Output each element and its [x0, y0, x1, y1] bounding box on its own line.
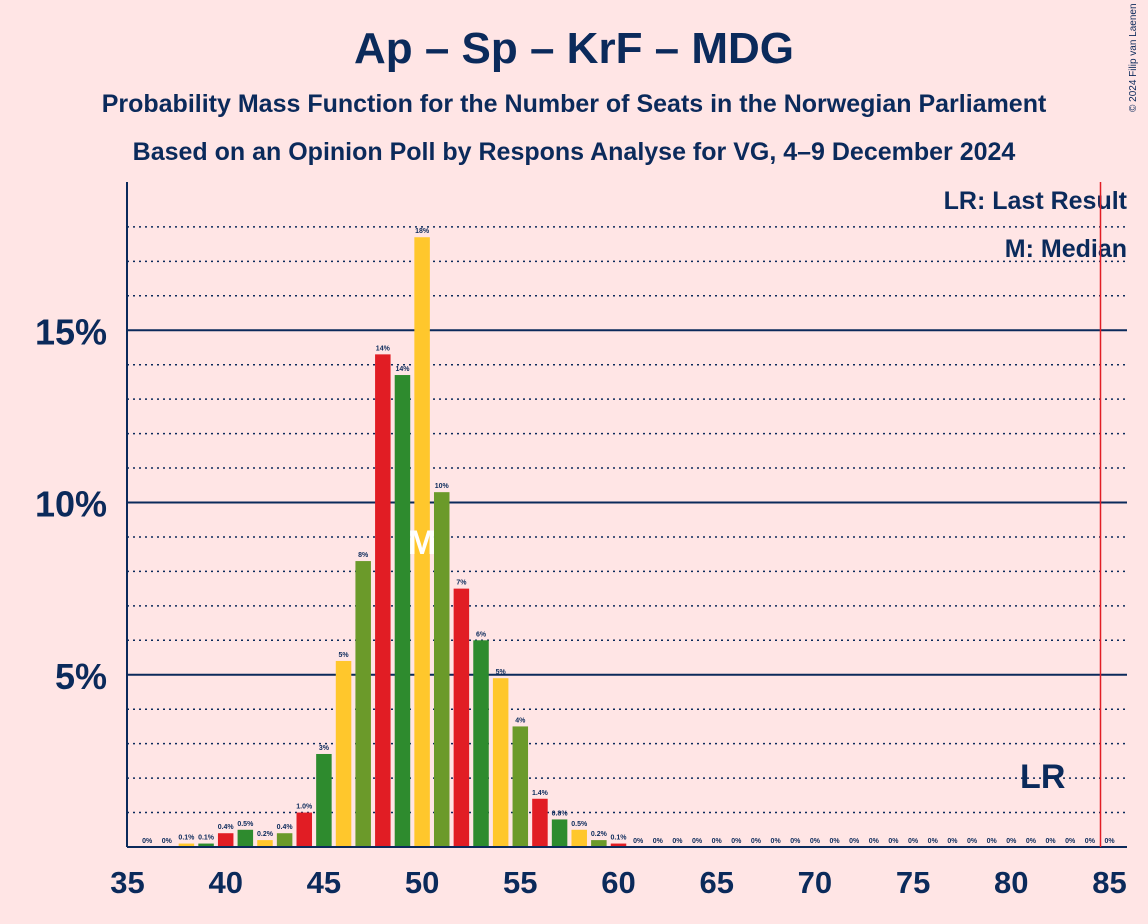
bar-seat-44 [296, 812, 313, 847]
bar-label-seat-65: 0% [712, 838, 723, 845]
x-tick-label: 70 [798, 865, 832, 900]
bar-seat-39 [198, 843, 214, 847]
bar-label-seat-57: 0.8% [552, 810, 569, 817]
bar-seat-53 [473, 640, 489, 847]
bar-label-seat-70: 0% [810, 838, 821, 845]
bar-label-seat-73: 0% [869, 838, 880, 845]
bar-seat-48 [375, 354, 391, 847]
bar-label-seat-51: 10% [435, 483, 450, 490]
bar-label-seat-66: 0% [731, 838, 742, 845]
bar-label-seat-67: 0% [751, 838, 762, 845]
axes-group: 5% 10% 15% 35 40 45 50 55 60 65 70 75 80 85 [35, 182, 1127, 900]
bar-label-seat-48: 14% [376, 345, 391, 352]
grid-lines [127, 226, 1127, 814]
x-tick-label: 65 [699, 865, 733, 900]
x-tick-label: 60 [601, 865, 635, 900]
bar-seat-46 [335, 660, 352, 847]
median-marker: M [408, 524, 436, 562]
chart-title: Ap – Sp – KrF – MDG [353, 24, 795, 73]
bar-seat-54 [492, 678, 509, 847]
bar-seat-42 [257, 840, 273, 847]
bar-label-seat-40: 0.4% [218, 824, 235, 831]
y-tick-label: 5% [55, 656, 107, 697]
legend-median: M: Median [1005, 235, 1127, 263]
bar-label-seat-62: 0% [653, 838, 664, 845]
bar-label-seat-44: 1.0% [296, 804, 313, 811]
bar-label-seat-58: 0.5% [571, 821, 588, 828]
bar-label-seat-77: 0% [947, 838, 958, 845]
bar-label-seat-37: 0% [162, 838, 173, 845]
bar-label-seat-43: 0.4% [277, 824, 294, 831]
bar-label-seat-78: 0% [967, 838, 978, 845]
bar-seat-45 [316, 753, 332, 847]
x-tick-label: 85 [1092, 865, 1126, 900]
x-tick-label: 35 [110, 865, 144, 900]
bar-seat-47 [355, 561, 371, 847]
y-tick-label: 15% [35, 311, 107, 352]
bar-seat-52 [453, 588, 470, 847]
bar-label-seat-49: 14% [395, 366, 410, 373]
legend-last-result: LR: Last Result [944, 187, 1128, 215]
bar-label-seat-39: 0.1% [198, 835, 215, 842]
bar-label-seat-63: 0% [672, 838, 683, 845]
bar-label-seat-79: 0% [987, 838, 998, 845]
chart-subtitle-2: Based on an Opinion Poll by Respons Anal… [132, 138, 1016, 166]
bar-label-seat-84: 0% [1085, 838, 1096, 845]
bar-label-seat-46: 5% [338, 652, 349, 659]
x-tick-label: 45 [307, 865, 341, 900]
bar-label-seat-69: 0% [790, 838, 801, 845]
bar-label-seat-45: 3% [319, 745, 330, 752]
bar-label-seat-80: 0% [1006, 838, 1017, 845]
x-tick-label: 80 [994, 865, 1028, 900]
bar-labels-group: 0% 0% 0.1% 0.1%0.4% 0.5%0.2%0.4%1.0%3%5%8%14… [142, 228, 1115, 845]
bar-label-seat-54: 5% [496, 669, 507, 676]
bar-seat-40 [217, 833, 234, 847]
bar-label-seat-41: 0.5% [237, 821, 254, 828]
bar-label-seat-42: 0.2% [257, 831, 274, 838]
bar-label-seat-47: 8% [358, 552, 369, 559]
last-result-marker: LR [1020, 758, 1065, 796]
bar-label-seat-64: 0% [692, 838, 703, 845]
bar-label-seat-75: 0% [908, 838, 919, 845]
bar-label-seat-76: 0% [928, 838, 939, 845]
bar-label-seat-60: 0.1% [611, 835, 628, 842]
bar-label-seat-82: 0% [1046, 838, 1057, 845]
x-tick-label: 75 [896, 865, 930, 900]
bar-seat-55 [512, 726, 529, 847]
bar-seat-49 [394, 375, 411, 847]
bars-group [178, 237, 627, 848]
bar-label-seat-83: 0% [1065, 838, 1076, 845]
x-tick-label: 40 [208, 865, 242, 900]
x-tick-label: 55 [503, 865, 537, 900]
bar-seat-57 [551, 819, 568, 847]
bar-label-seat-68: 0% [771, 838, 782, 845]
bar-label-seat-38: 0.1% [178, 835, 195, 842]
bar-seat-43 [276, 833, 293, 847]
bar-seat-41 [237, 829, 254, 847]
y-tick-label: 10% [35, 484, 107, 525]
bar-label-seat-55: 4% [515, 717, 526, 724]
bar-label-seat-36: 0% [142, 838, 153, 845]
bar-label-seat-50: 18% [415, 228, 430, 235]
bar-label-seat-81: 0% [1026, 838, 1037, 845]
x-tick-label: 50 [405, 865, 439, 900]
bar-label-seat-72: 0% [849, 838, 860, 845]
bar-seat-56 [532, 798, 548, 847]
bar-seat-60 [610, 843, 627, 847]
chart-subtitle: Probability Mass Function for the Number… [101, 90, 1047, 118]
bar-label-seat-74: 0% [888, 838, 899, 845]
bar-seat-58 [571, 829, 587, 847]
bar-seat-59 [591, 840, 607, 847]
bar-label-seat-56: 1.4% [532, 790, 549, 797]
bar-label-seat-59: 0.2% [591, 831, 608, 838]
bar-label-seat-85: 0% [1104, 838, 1115, 845]
bar-label-seat-71: 0% [829, 838, 840, 845]
bar-seat-38 [178, 843, 195, 847]
bar-label-seat-61: 0% [633, 838, 644, 845]
bar-label-seat-52: 7% [456, 580, 467, 587]
bar-label-seat-53: 6% [476, 631, 487, 638]
bar-seat-51 [433, 492, 450, 847]
bar-seat-50 [414, 237, 430, 848]
